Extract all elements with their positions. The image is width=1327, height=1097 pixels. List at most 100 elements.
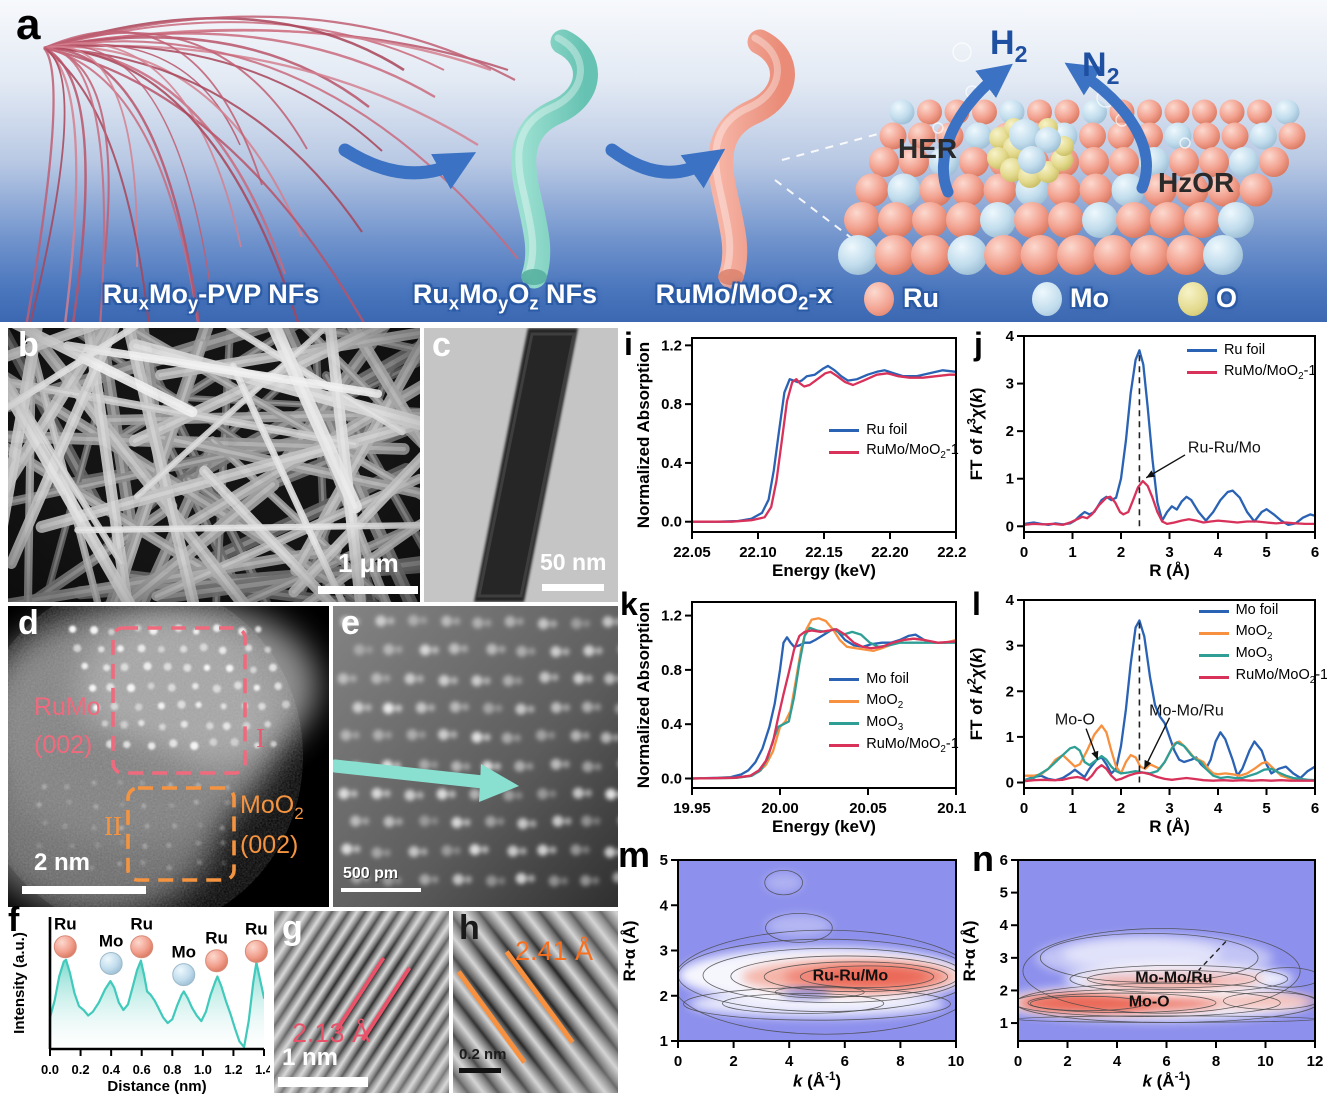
legend-label-mo: Mo <box>1070 283 1109 313</box>
svg-text:0: 0 <box>1006 518 1014 535</box>
stage-label-pvp-nfs: RuxMoy-PVP NFs <box>102 279 320 314</box>
svg-text:6: 6 <box>1311 544 1319 561</box>
panel-f-letter: f <box>8 901 20 939</box>
scale-bar-label-b: 1 μm <box>338 548 399 578</box>
svg-text:1.2: 1.2 <box>224 1062 242 1077</box>
scheme-illustration <box>0 0 1327 322</box>
haadf-lattice-image <box>8 606 329 907</box>
svg-text:0.8: 0.8 <box>661 662 682 679</box>
panel-h-fringes-image: h 2.41 Å 0.2 nm <box>453 911 618 1093</box>
chart-l-ylabel: FT of k2χ(k) <box>966 647 986 741</box>
region2-label: MoO2 <box>240 791 304 823</box>
panel-c-letter: c <box>432 328 451 364</box>
svg-text:4: 4 <box>785 1053 794 1070</box>
svg-text:4: 4 <box>1113 1053 1122 1070</box>
svg-text:0: 0 <box>1006 775 1014 792</box>
svg-text:22.05: 22.05 <box>673 544 711 561</box>
chart-i-legend: Ru foil RuMo/MoO2-1 <box>829 419 959 463</box>
panel-d-letter: d <box>18 606 39 642</box>
svg-text:1: 1 <box>660 1033 668 1050</box>
svg-text:4: 4 <box>660 897 669 914</box>
svg-text:5: 5 <box>660 852 668 869</box>
svg-text:6: 6 <box>1162 1053 1170 1070</box>
panel-g-letter: g <box>282 911 303 947</box>
panel-m-ru-wavelet: 0 2 4 6 8 10 1 2 3 4 5 k (Å-1) R+α (Å) Ru-Ru/Mo <box>618 846 966 1095</box>
panel-j-ru-exafs: 0 1 2 3 4 5 6 0 1 2 3 4 R (Å) FT of k3χ(k) Ru foil RuMo… <box>966 326 1327 588</box>
panel-j-letter: j <box>974 326 983 362</box>
svg-text:0.8: 0.8 <box>163 1062 181 1077</box>
svg-text:19.95: 19.95 <box>673 800 711 817</box>
o-sphere-icon <box>1178 282 1208 316</box>
chart-m-ylabel: R+α (Å) <box>620 920 640 981</box>
svg-text:10: 10 <box>1257 1053 1274 1070</box>
svg-text:4: 4 <box>1006 328 1015 345</box>
svg-text:2: 2 <box>1006 423 1014 440</box>
region2-numeral: II <box>104 811 122 841</box>
svg-text:6: 6 <box>841 1053 849 1070</box>
svg-text:0: 0 <box>1020 544 1028 561</box>
svg-text:3: 3 <box>1000 950 1008 967</box>
chart-i-ylabel: Normalized Absorption <box>634 341 654 529</box>
legend-label-ru: Ru <box>903 283 939 313</box>
svg-text:2: 2 <box>1063 1053 1071 1070</box>
scale-bar-d <box>22 886 146 894</box>
panel-n-mo-wavelet: 0 2 4 6 8 10 12 1 2 3 4 5 6 k (Å-1) R+α (Å) Mo-Mo/Ru Mo-… <box>960 846 1327 1095</box>
svg-text:Ru: Ru <box>130 915 153 934</box>
reaction-label-her: HER <box>898 133 958 164</box>
region1-label: RuMo <box>34 693 101 721</box>
panel-b-letter: b <box>18 328 39 364</box>
panel-m-letter: m <box>618 834 651 875</box>
svg-text:0.2: 0.2 <box>72 1062 90 1077</box>
svg-text:3: 3 <box>1006 376 1014 393</box>
chart-l-xlabel: R (Å) <box>1149 817 1190 836</box>
svg-text:3: 3 <box>1165 544 1173 561</box>
svg-text:Mo: Mo <box>171 943 196 962</box>
panel-f-intensity-profile: Ru Mo Ru Mo Ru Ru 0.0 0.2 0.4 0.6 0.8 1.0 1.2 1.4 Dist… <box>8 911 274 1095</box>
chart-k-legend: Mo foil MoO2 MoO3 RuMo/MoO2-1 <box>829 669 959 757</box>
scale-bar-h <box>459 1068 501 1073</box>
svg-text:1.4: 1.4 <box>255 1062 270 1077</box>
svg-text:Ru: Ru <box>54 915 77 934</box>
svg-text:8: 8 <box>896 1053 904 1070</box>
svg-text:0: 0 <box>674 1053 682 1070</box>
svg-text:22.20: 22.20 <box>871 544 909 561</box>
svg-text:0.4: 0.4 <box>102 1062 121 1077</box>
scale-bar-g <box>278 1077 368 1087</box>
svg-text:5: 5 <box>1262 544 1270 561</box>
chart-l-legend: Mo foil MoO2 MoO3 RuMo/MoO2-1 <box>1198 600 1327 688</box>
panel-e-atomic-image: e 500 pm <box>333 606 618 907</box>
chart-k-ylabel: Normalized Absorption <box>634 601 654 789</box>
gas-label-n2: N2 <box>1082 46 1120 89</box>
panel-a-scheme: a RuxMoy-PVP NFs RuxMoyOz NFs RuMo/MoO2-… <box>0 0 1327 322</box>
region1-plane-label: (002) <box>34 731 93 759</box>
stage-label-rumo-moo2: RuMo/MoO2-x <box>655 279 833 314</box>
svg-text:Mo: Mo <box>99 931 124 950</box>
svg-text:1: 1 <box>1068 800 1076 817</box>
mo-sphere-icon <box>1032 282 1062 316</box>
chart-l-annotation: Mo-O <box>1054 711 1095 729</box>
svg-text:0: 0 <box>1014 1053 1022 1070</box>
panel-l-letter: l <box>972 586 981 622</box>
d-spacing-label-h: 2.41 Å <box>515 936 594 966</box>
region1-numeral: I <box>256 723 265 753</box>
svg-text:22.10: 22.10 <box>739 544 777 561</box>
panel-k-letter: k <box>620 586 638 622</box>
scale-bar-b <box>318 586 418 594</box>
d-spacing-label-g: 2.13 Å <box>292 1018 371 1048</box>
svg-text:1.2: 1.2 <box>661 608 682 625</box>
svg-text:6: 6 <box>1000 852 1008 869</box>
svg-text:1.2: 1.2 <box>661 337 682 354</box>
scale-bar-e <box>341 888 421 892</box>
chart-f-ylabel: Intensity (a.u.) <box>11 932 29 1034</box>
scale-bar-label-h: 0.2 nm <box>459 1046 507 1063</box>
ru-sphere-icon <box>864 282 894 316</box>
reaction-label-hzor: HzOR <box>1158 167 1235 198</box>
svg-text:1: 1 <box>1006 729 1014 746</box>
svg-text:2: 2 <box>729 1053 737 1070</box>
scale-bar-label-c: 50 nm <box>540 549 607 575</box>
svg-text:1: 1 <box>1006 471 1014 488</box>
chart-j-legend: Ru foil RuMo/MoO2-1 <box>1186 340 1316 384</box>
scale-bar-c <box>542 584 604 591</box>
chart-n-xlabel: k (Å-1) <box>1142 1071 1191 1091</box>
svg-text:4: 4 <box>1006 592 1015 609</box>
